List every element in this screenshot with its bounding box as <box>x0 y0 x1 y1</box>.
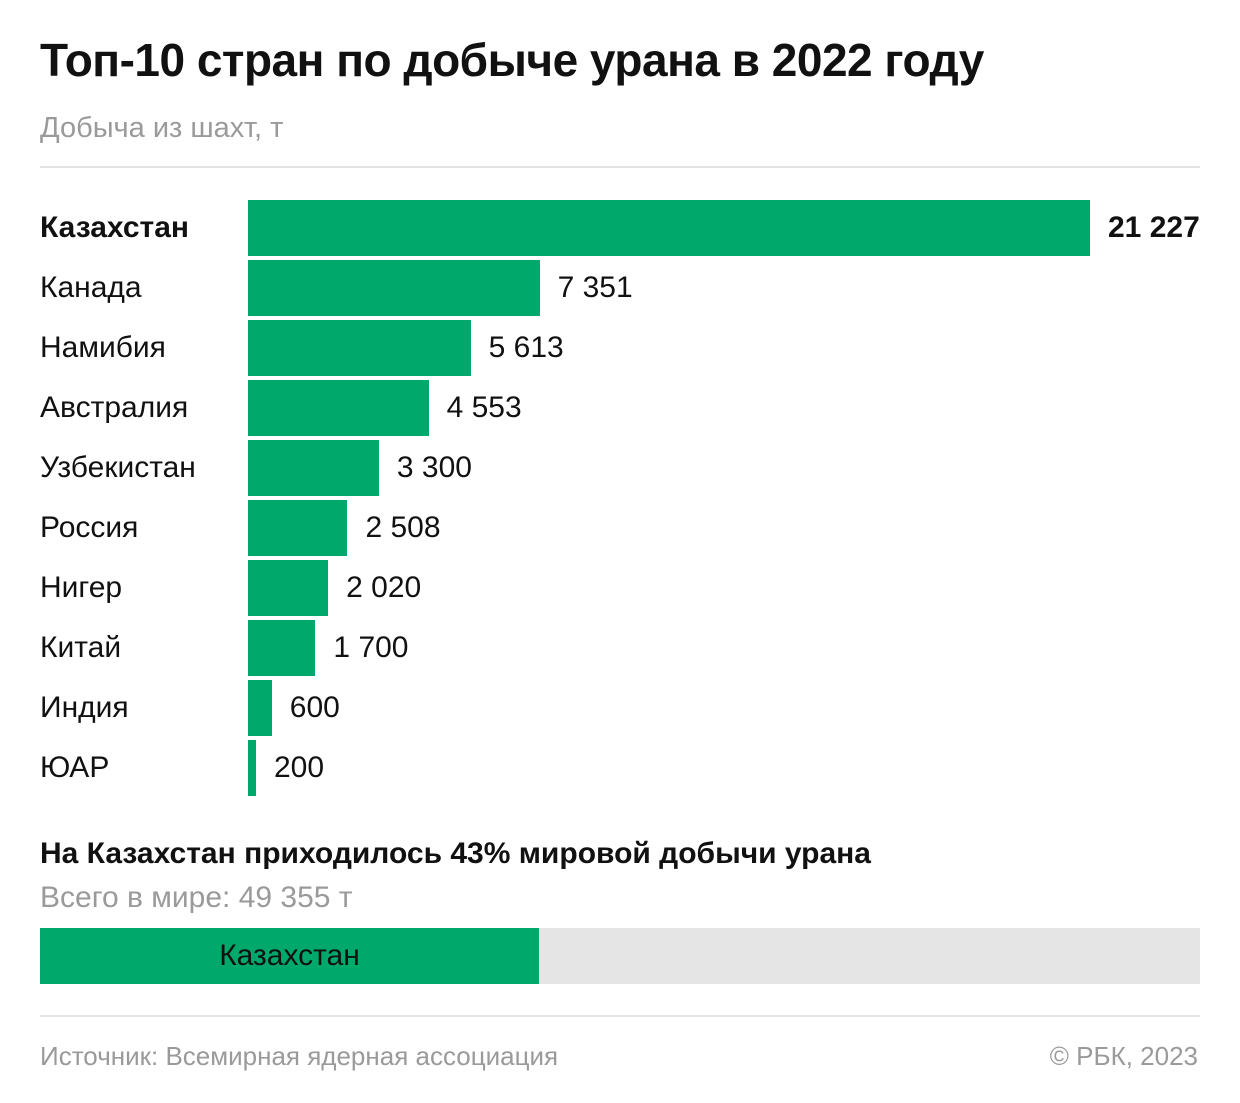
value-label: 4 553 <box>446 391 522 424</box>
bar <box>248 740 256 796</box>
category-label: Казахстан <box>40 211 190 244</box>
category-label: Россия <box>40 511 139 544</box>
value-label: 1 700 <box>333 631 409 664</box>
value-label: 600 <box>289 691 340 724</box>
category-label: Австралия <box>40 391 189 424</box>
share-bar-fill <box>40 928 539 984</box>
bar <box>248 260 540 316</box>
value-label: 200 <box>274 751 325 784</box>
category-label: Узбекистан <box>40 451 196 484</box>
value-label: 2 020 <box>346 571 422 604</box>
share-bar-label: Казахстан <box>219 939 360 972</box>
chart-title: Топ-10 стран по добыче урана в 2022 году <box>40 34 984 86</box>
value-label: 5 613 <box>488 331 564 364</box>
category-label: ЮАР <box>40 751 110 784</box>
value-label: 7 351 <box>557 271 633 304</box>
chart-subtitle: Добыча из шахт, т <box>40 112 284 144</box>
bottom-divider <box>40 1015 1200 1017</box>
bar-chart: Казахстан 21 227 Канада 7 351 Намибия 5 613 Ав… <box>40 200 1200 796</box>
bar <box>248 680 272 736</box>
bar <box>248 560 329 616</box>
category-label: Намибия <box>40 331 166 364</box>
bar <box>248 200 1090 256</box>
copyright-note: © РБК, 2023 <box>1049 1041 1198 1071</box>
category-label: Нигер <box>40 571 123 604</box>
value-label: 2 508 <box>365 511 441 544</box>
share-title: На Казахстан приходилось 43% мировой доб… <box>40 837 871 870</box>
bar <box>248 440 379 496</box>
bar <box>248 500 348 556</box>
category-label: Канада <box>40 271 142 304</box>
bar <box>248 320 471 376</box>
bar <box>248 380 429 436</box>
value-label: 21 227 <box>1108 211 1200 244</box>
top-divider <box>40 166 1200 168</box>
share-subtitle: Всего в мире: 49 355 т <box>40 881 353 914</box>
bar <box>248 620 316 676</box>
category-label: Китай <box>40 631 122 664</box>
source-note: Источник: Всемирная ядерная ассоциация <box>40 1041 559 1071</box>
category-label: Индия <box>40 691 129 724</box>
value-label: 3 300 <box>396 451 472 484</box>
share-bar-track: Казахстан <box>40 928 1200 984</box>
